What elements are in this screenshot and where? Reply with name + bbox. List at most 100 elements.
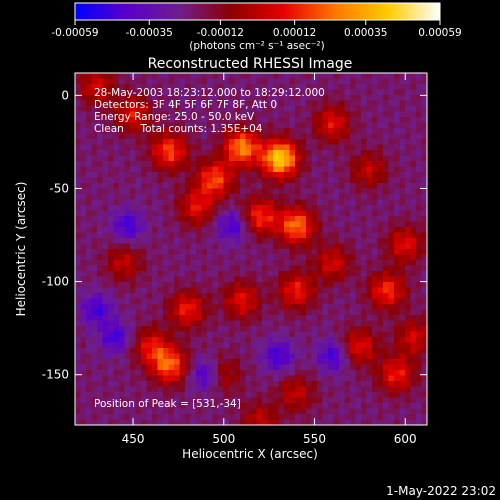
heatmap-cell <box>179 293 186 299</box>
heatmap-cell <box>273 205 279 211</box>
heatmap-cell <box>306 403 312 409</box>
heatmap-cell <box>350 320 356 327</box>
heatmap-cell <box>405 177 411 184</box>
heatmap-cell <box>284 254 290 261</box>
heatmap-cell <box>405 359 411 365</box>
heatmap-cell <box>322 150 329 156</box>
heatmap-cell <box>113 106 120 112</box>
heatmap-cell <box>366 298 373 305</box>
heatmap-cell <box>119 89 125 96</box>
heatmap-cell <box>262 381 268 387</box>
heatmap-cell <box>201 342 208 349</box>
heatmap-cell <box>168 419 175 425</box>
heatmap-cell <box>350 298 356 305</box>
heatmap-cell <box>421 331 427 338</box>
heatmap-cell <box>394 386 400 393</box>
heatmap-cell <box>130 221 136 228</box>
heatmap-cell <box>278 397 285 404</box>
heatmap-cell <box>300 304 307 310</box>
heatmap-cell <box>80 276 87 283</box>
heatmap-cell <box>388 419 395 425</box>
heatmap-cell <box>130 392 136 398</box>
heatmap-cell <box>322 232 329 239</box>
heatmap-cell <box>130 309 136 316</box>
heatmap-cell <box>372 210 378 217</box>
heatmap-cell <box>102 172 109 178</box>
heatmap-cell <box>377 95 384 101</box>
heatmap-cell <box>267 188 274 195</box>
heatmap-cell <box>229 95 235 101</box>
heatmap-cell <box>399 166 406 173</box>
heatmap-cell <box>366 309 373 316</box>
heatmap-cell <box>86 117 92 123</box>
heatmap-cell <box>207 265 213 272</box>
heatmap-cell <box>317 166 323 173</box>
heatmap-cell <box>317 408 323 415</box>
heatmap-cell <box>201 177 208 184</box>
heatmap-cell <box>355 188 362 195</box>
heatmap-cell <box>223 254 230 261</box>
heatmap-cell <box>399 133 406 140</box>
heatmap-cell <box>113 150 120 156</box>
heatmap-cell <box>124 205 131 211</box>
heatmap-cell <box>75 194 81 200</box>
heatmap-cell <box>262 117 268 123</box>
heatmap-cell <box>229 342 235 349</box>
heatmap-cell <box>273 408 279 415</box>
heatmap-cell <box>97 348 103 354</box>
heatmap-cell <box>174 364 180 371</box>
heatmap-cell <box>146 73 153 79</box>
heatmap-cell <box>113 111 120 118</box>
heatmap-cell <box>251 238 257 244</box>
heatmap-cell <box>174 408 180 415</box>
heatmap-cell <box>146 210 153 217</box>
heatmap-cell <box>388 210 395 217</box>
heatmap-cell <box>91 271 98 277</box>
heatmap-cell <box>317 304 323 310</box>
heatmap-cell <box>278 210 285 217</box>
heatmap-cell <box>141 364 147 371</box>
heatmap-cell <box>124 95 131 101</box>
heatmap-cell <box>135 370 142 376</box>
heatmap-cell <box>284 205 290 211</box>
heatmap-cell <box>273 78 279 85</box>
heatmap-cell <box>196 331 202 338</box>
heatmap-cell <box>91 370 98 376</box>
heatmap-cell <box>267 348 274 354</box>
colorbar: -0.00059 -0.00035 -0.00012 0.00012 0.00035 0.… <box>51 2 462 52</box>
heatmap-cell <box>80 309 87 316</box>
heatmap-cell <box>146 183 153 189</box>
heatmap-cell <box>377 177 384 184</box>
heatmap-cell <box>102 144 109 151</box>
heatmap-cell <box>141 408 147 415</box>
heatmap-cell <box>278 276 285 283</box>
heatmap-cell <box>421 370 427 376</box>
heatmap-cell <box>75 271 81 277</box>
heatmap-cell <box>119 144 125 151</box>
heatmap-cell <box>91 95 98 101</box>
heatmap-cell <box>416 194 422 200</box>
heatmap-cell <box>394 111 400 118</box>
heatmap-cell <box>328 199 334 206</box>
heatmap-cell <box>240 238 246 244</box>
heatmap-cell <box>163 188 169 195</box>
chart-title: Reconstructed RHESSI Image <box>148 56 353 72</box>
heatmap-cell <box>339 260 345 266</box>
heatmap-cell <box>185 139 191 145</box>
heatmap-cell <box>355 419 362 425</box>
heatmap-cell <box>163 210 169 217</box>
heatmap-cell <box>350 177 356 184</box>
heatmap-cell <box>201 238 208 244</box>
heatmap-cell <box>146 326 153 332</box>
heatmap-cell <box>75 232 81 239</box>
heatmap-cell <box>262 205 268 211</box>
heatmap-cell <box>201 166 208 173</box>
heatmap-cell <box>207 359 213 365</box>
heatmap-cell <box>383 183 389 189</box>
heatmap-cell <box>185 309 191 316</box>
heatmap-cell <box>350 117 356 123</box>
heatmap-cell <box>190 139 197 145</box>
heatmap-cell <box>240 276 246 283</box>
heatmap-cell <box>251 89 257 96</box>
heatmap-cell <box>157 249 164 255</box>
